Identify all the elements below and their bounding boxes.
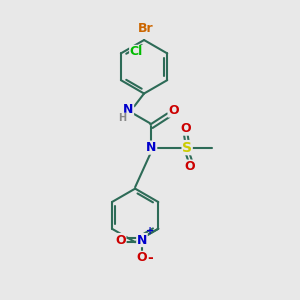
- Text: H: H: [118, 113, 126, 123]
- Text: N: N: [123, 103, 134, 116]
- Text: O: O: [185, 160, 195, 173]
- Text: -: -: [147, 251, 153, 266]
- Text: Cl: Cl: [130, 45, 143, 58]
- Text: Br: Br: [138, 22, 153, 35]
- Text: O: O: [168, 104, 179, 117]
- Text: O: O: [115, 234, 126, 247]
- Text: +: +: [146, 226, 154, 236]
- Text: O: O: [180, 122, 191, 135]
- Text: N: N: [137, 234, 147, 247]
- Text: N: N: [146, 141, 157, 154]
- Text: S: S: [182, 141, 192, 154]
- Text: O: O: [136, 251, 147, 264]
